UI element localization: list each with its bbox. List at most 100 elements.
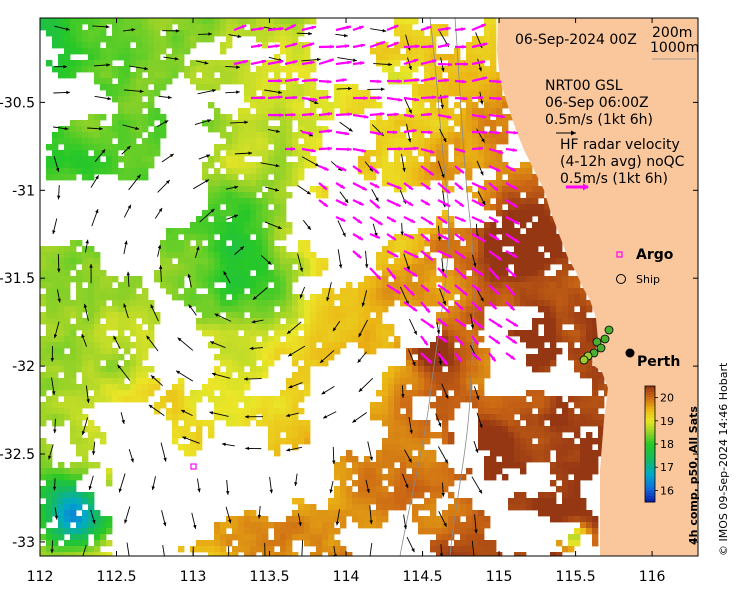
sst-cell [388, 246, 395, 253]
sst-cell [550, 480, 557, 487]
sst-cell [178, 264, 185, 271]
sst-cell [106, 390, 113, 397]
sst-cell [94, 162, 101, 169]
sst-cell [490, 456, 497, 463]
sst-cell [292, 60, 299, 67]
sst-cell [376, 318, 383, 325]
sst-cell [94, 534, 101, 541]
sst-cell [520, 300, 527, 307]
sst-cell [472, 36, 479, 43]
sst-cell [268, 240, 275, 247]
sst-cell [220, 120, 227, 127]
sst-cell [574, 288, 581, 295]
sst-cell [70, 150, 77, 157]
sst-cell [478, 510, 485, 517]
sst-cell [304, 522, 311, 529]
gsl-arrow [301, 57, 321, 62]
sst-cell [424, 240, 431, 247]
gsl-arrow [260, 255, 272, 265]
sst-cell [82, 528, 89, 535]
sst-cell [442, 108, 449, 115]
sst-cell [556, 510, 563, 517]
sst-cell [58, 504, 65, 511]
sst-cell [430, 546, 437, 553]
sst-cell [124, 66, 131, 73]
sst-cell [424, 54, 431, 61]
sst-cell [178, 66, 185, 73]
gsl-arrow [146, 335, 159, 352]
sst-cell [64, 36, 71, 43]
sst-cell [226, 354, 233, 361]
gsl-arrow [297, 513, 302, 527]
sst-cell [58, 168, 65, 175]
sst-cell [268, 90, 275, 97]
sst-cell [412, 264, 419, 271]
sst-cell [268, 270, 275, 277]
sst-cell [574, 444, 581, 451]
sst-cell [40, 384, 47, 391]
sst-cell [130, 60, 137, 67]
hf-arrow [420, 233, 431, 243]
x-tick-label: 113 [180, 569, 207, 585]
sst-cell [382, 516, 389, 523]
sst-cell [508, 186, 515, 193]
sst-cell [70, 144, 77, 151]
sst-cell [520, 222, 527, 229]
sst-cell [256, 546, 263, 553]
sst-cell [238, 228, 245, 235]
sst-cell [268, 246, 275, 253]
sst-cell [94, 42, 101, 49]
sst-cell [82, 60, 89, 67]
sst-cell [418, 48, 425, 55]
sst-cell [412, 444, 419, 451]
sst-cell [550, 402, 557, 409]
sst-cell [460, 534, 467, 541]
sst-cell [64, 396, 71, 403]
sst-cell [430, 384, 437, 391]
sst-cell [544, 222, 551, 229]
sst-cell [562, 462, 569, 469]
sst-cell [364, 348, 371, 355]
sst-cell [466, 282, 473, 289]
sst-cell [322, 300, 329, 307]
sst-cell [454, 240, 461, 247]
sst-cell [286, 414, 293, 421]
sst-cell [58, 126, 65, 133]
gsl-arrow [198, 154, 211, 160]
sst-cell [298, 102, 305, 109]
sst-cell [388, 444, 395, 451]
sst-cell [196, 240, 203, 247]
sst-cell [418, 360, 425, 367]
sst-cell [340, 330, 347, 337]
sst-cell [118, 168, 125, 175]
sst-cell [586, 342, 593, 349]
sst-cell [310, 90, 317, 97]
sst-cell [256, 282, 263, 289]
sst-cell [394, 498, 401, 505]
sst-cell [256, 234, 263, 241]
sst-cell [538, 222, 545, 229]
sst-cell [496, 246, 503, 253]
sst-cell [448, 324, 455, 331]
sst-cell [538, 210, 545, 217]
sst-cell [400, 300, 407, 307]
sst-cell [100, 282, 107, 289]
sst-cell [496, 300, 503, 307]
sst-cell [262, 336, 269, 343]
sst-cell [106, 294, 113, 301]
sst-cell [376, 324, 383, 331]
sst-cell [334, 102, 341, 109]
sst-cell [568, 408, 575, 415]
y-tick-label: -32.5 [0, 447, 35, 463]
sst-cell [298, 300, 305, 307]
sst-cell [292, 516, 299, 523]
sst-cell [280, 186, 287, 193]
sst-cell [544, 318, 551, 325]
sst-cell [430, 162, 437, 169]
sst-cell [46, 516, 53, 523]
sst-cell [406, 366, 413, 373]
sst-cell [370, 462, 377, 469]
sst-cell [436, 522, 443, 529]
sst-cell [316, 552, 323, 556]
sst-cell [544, 288, 551, 295]
